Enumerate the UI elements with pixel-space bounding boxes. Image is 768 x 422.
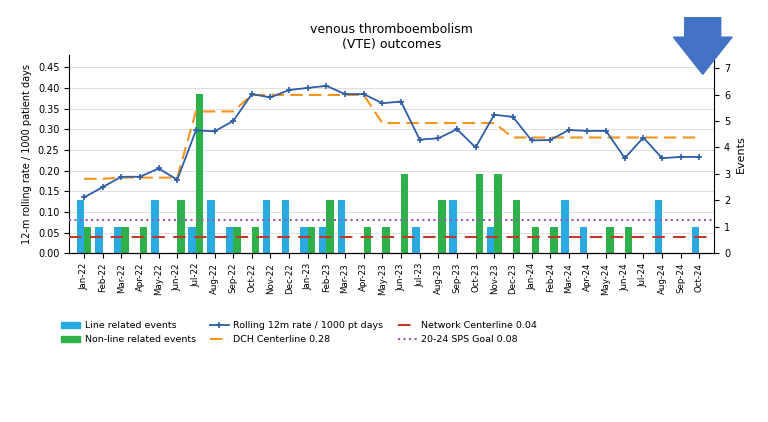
Bar [177, 200, 185, 253]
Bar [495, 173, 502, 253]
Bar [207, 200, 214, 253]
Bar [606, 227, 614, 253]
Y-axis label: 12-m rolling rate / 1000 patient days: 12-m rolling rate / 1000 patient days [22, 64, 32, 244]
Bar [95, 227, 103, 253]
Bar [439, 200, 445, 253]
Bar [282, 200, 289, 253]
Bar [326, 200, 334, 253]
Bar [624, 227, 632, 253]
Bar [233, 227, 240, 253]
Bar [449, 200, 457, 253]
Bar [364, 227, 371, 253]
Bar [338, 200, 345, 253]
Bar [475, 173, 483, 253]
Bar [77, 200, 84, 253]
Bar [196, 94, 204, 253]
Bar [308, 227, 315, 253]
Bar [114, 227, 121, 253]
Bar [300, 227, 308, 253]
Bar [580, 227, 588, 253]
Bar [252, 227, 260, 253]
Y-axis label: Events: Events [736, 135, 746, 173]
Bar [151, 200, 159, 253]
Bar [487, 227, 495, 253]
Bar [319, 227, 326, 253]
Legend: Line related events, Non-line related events, Rolling 12m rate / 1000 pt days, D: Line related events, Non-line related ev… [61, 322, 538, 344]
Bar [531, 227, 539, 253]
FancyArrow shape [674, 17, 732, 74]
Bar [188, 227, 196, 253]
Bar [513, 200, 521, 253]
Bar [84, 227, 91, 253]
Bar [226, 227, 233, 253]
Bar [382, 227, 390, 253]
Bar [140, 227, 147, 253]
Bar [692, 227, 700, 253]
Bar [401, 173, 409, 253]
Bar [654, 200, 662, 253]
Title: venous thromboembolism
(VTE) outcomes: venous thromboembolism (VTE) outcomes [310, 23, 473, 51]
Bar [550, 227, 558, 253]
Bar [263, 200, 270, 253]
Bar [121, 227, 129, 253]
Bar [412, 227, 419, 253]
Bar [561, 200, 569, 253]
